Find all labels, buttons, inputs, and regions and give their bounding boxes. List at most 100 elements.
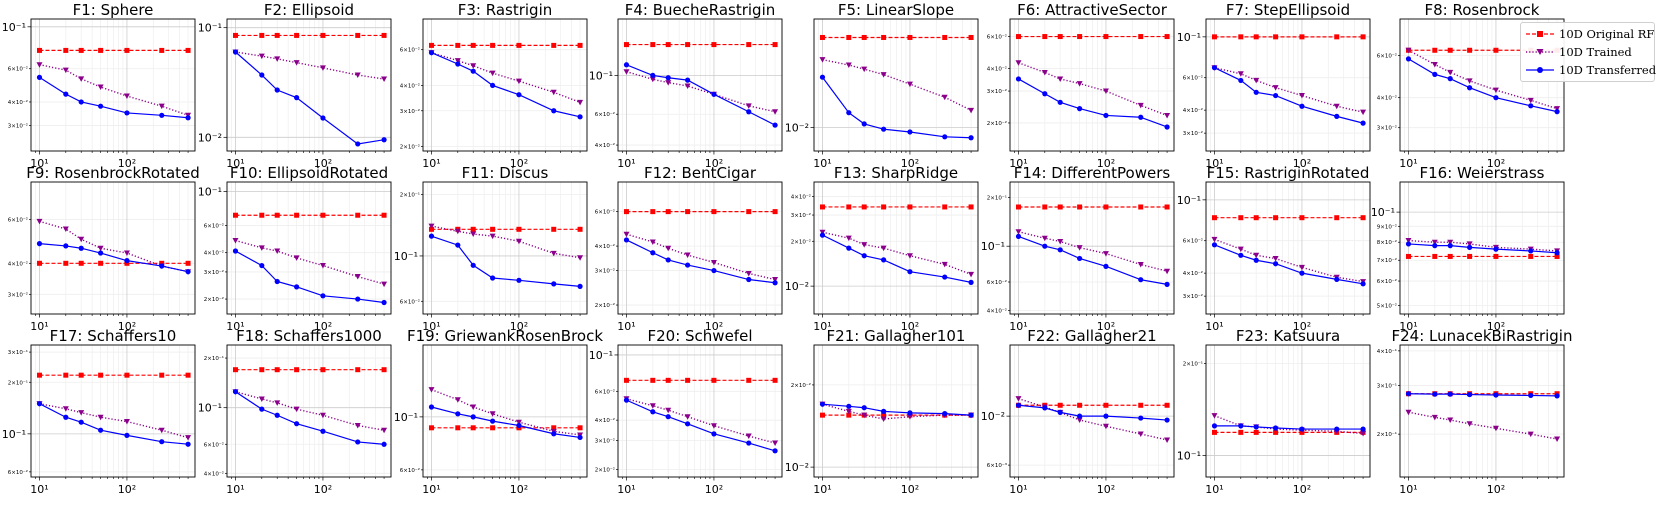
data-point bbox=[159, 372, 165, 378]
y-tick-label: 4×10⁻² bbox=[595, 417, 615, 424]
x-tick-label: 10¹ bbox=[1009, 483, 1027, 496]
data-point bbox=[819, 229, 826, 236]
data-point bbox=[1431, 239, 1438, 246]
data-point bbox=[1432, 253, 1438, 259]
data-point bbox=[968, 135, 974, 141]
x-tick-label: 10¹ bbox=[30, 157, 48, 170]
data-point bbox=[1164, 112, 1171, 119]
x-tick-label: 10² bbox=[1487, 483, 1505, 496]
axes-frame bbox=[30, 18, 196, 152]
data-point bbox=[259, 72, 265, 78]
data-point bbox=[685, 209, 691, 215]
data-point bbox=[907, 269, 913, 275]
data-point bbox=[1076, 417, 1083, 424]
subplot-title: F2: Ellipsoid bbox=[264, 1, 354, 19]
data-point bbox=[968, 107, 975, 114]
subplot-title: F1: Sphere bbox=[73, 1, 154, 19]
data-point bbox=[745, 103, 752, 109]
data-point bbox=[293, 255, 300, 261]
data-point bbox=[1405, 241, 1412, 247]
data-point bbox=[772, 440, 779, 447]
data-point bbox=[711, 91, 717, 97]
data-point bbox=[746, 42, 752, 48]
y-tick-label: 4×10⁻² bbox=[1183, 107, 1203, 114]
subplot-title: F16: Weierstrass bbox=[1420, 164, 1545, 182]
data-point bbox=[1015, 76, 1022, 82]
x-tick-label: 10¹ bbox=[30, 320, 48, 333]
data-point bbox=[1042, 34, 1048, 40]
data-point bbox=[1493, 253, 1499, 259]
series-line-10d-transferred bbox=[235, 250, 385, 304]
data-point bbox=[1333, 103, 1340, 110]
subplot-f21-gallagher101: 2×10⁻² 10⁻² 10¹ 10² F21: Gallagher101 bbox=[785, 327, 979, 496]
data-point bbox=[1493, 95, 1499, 101]
data-point bbox=[470, 63, 477, 69]
axes-frame bbox=[1399, 18, 1565, 152]
data-point bbox=[745, 270, 752, 277]
y-tick-label: 6×10⁻² bbox=[595, 388, 615, 395]
x-tick-label: 10¹ bbox=[30, 483, 48, 496]
subplot-f9-rosenbrockrotated: 6×10⁻² 4×10⁻² 3×10⁻² 10¹ 10² F9: RosenbrockRo… bbox=[8, 164, 200, 333]
axes-frame bbox=[422, 18, 588, 152]
data-point bbox=[665, 257, 671, 263]
data-point bbox=[577, 226, 583, 232]
data-point bbox=[846, 110, 852, 116]
x-tick-label: 10² bbox=[1487, 157, 1505, 170]
data-point bbox=[124, 110, 130, 116]
data-point bbox=[1467, 244, 1473, 250]
series-line-10d-trained bbox=[1018, 231, 1168, 272]
data-point bbox=[1138, 415, 1144, 421]
data-point bbox=[63, 91, 69, 97]
data-point bbox=[159, 260, 165, 266]
data-point bbox=[710, 423, 717, 429]
data-point bbox=[1299, 103, 1305, 109]
axes-frame bbox=[1205, 344, 1371, 478]
data-point bbox=[1211, 429, 1217, 435]
series-line-10d-trained bbox=[626, 71, 776, 113]
data-point bbox=[381, 137, 387, 143]
data-point bbox=[515, 238, 522, 245]
data-point bbox=[1405, 391, 1412, 397]
data-point bbox=[942, 34, 948, 40]
data-point bbox=[78, 419, 84, 425]
data-point bbox=[1164, 402, 1170, 408]
x-tick-label: 10¹ bbox=[1205, 483, 1223, 496]
series-line-10d-trained bbox=[431, 52, 581, 104]
data-point bbox=[428, 425, 434, 431]
data-point bbox=[577, 255, 584, 261]
y-tick-label: 10⁻¹ bbox=[198, 402, 222, 415]
data-point bbox=[1137, 262, 1144, 268]
x-tick-label: 10² bbox=[314, 157, 332, 170]
series-line-10d-transferred bbox=[235, 391, 385, 445]
data-point bbox=[274, 400, 281, 406]
data-point bbox=[159, 47, 165, 53]
y-tick-label: 10⁻² bbox=[785, 461, 809, 474]
series-line-10d-transferred bbox=[1018, 235, 1168, 285]
data-point bbox=[1360, 431, 1367, 437]
data-point bbox=[274, 412, 280, 418]
y-tick-label: 2×10⁻¹ bbox=[1183, 361, 1203, 368]
axes-frame bbox=[30, 181, 196, 315]
data-point bbox=[1405, 238, 1412, 244]
subplot-title: F21: Gallagher101 bbox=[827, 327, 966, 345]
y-tick-label: 10⁻¹ bbox=[2, 428, 26, 441]
data-point bbox=[185, 372, 191, 378]
data-point bbox=[455, 411, 461, 417]
y-tick-label: 2×10⁻¹ bbox=[400, 191, 420, 198]
data-point bbox=[1432, 71, 1438, 77]
data-point bbox=[650, 42, 656, 48]
series-line-10d-transferred bbox=[39, 243, 189, 273]
x-tick-label: 10² bbox=[1293, 157, 1311, 170]
data-point bbox=[259, 212, 265, 218]
y-tick-label: 10⁻² bbox=[198, 131, 222, 144]
data-point bbox=[185, 260, 191, 266]
data-point bbox=[97, 414, 104, 421]
y-tick-label: 4×10⁻² bbox=[8, 99, 28, 106]
data-point bbox=[1493, 392, 1499, 398]
subplot-title: F10: EllipsoidRotated bbox=[230, 164, 388, 182]
data-point bbox=[1447, 253, 1453, 259]
